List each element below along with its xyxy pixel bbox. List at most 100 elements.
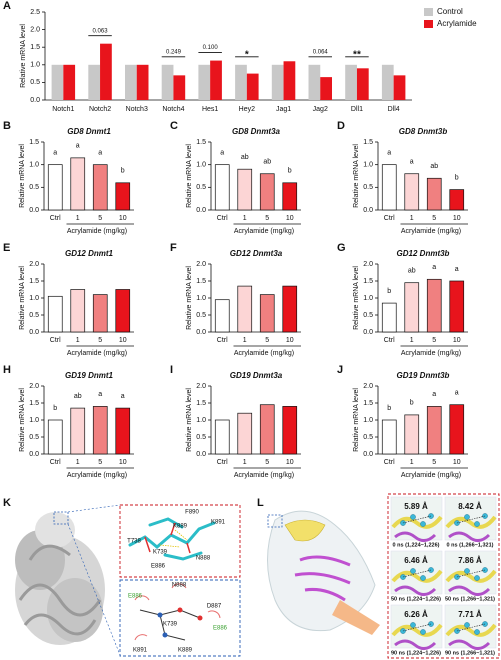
chart-title: GD8 Dnmt3a	[232, 127, 281, 136]
bar	[115, 407, 131, 455]
x-tick-label: 5	[432, 459, 436, 466]
residue-label: N888	[196, 556, 211, 562]
bar	[404, 173, 420, 211]
x-tick-label: 10	[119, 459, 127, 466]
panel-letter: K	[3, 497, 11, 509]
x-tick-label: 5	[432, 215, 436, 222]
panel-letter: L	[257, 497, 264, 509]
y-tick-label: 0.5	[29, 434, 39, 441]
x-tick-label: 1	[76, 459, 80, 466]
y-tick-label: 0.0	[363, 207, 373, 214]
distance-label: 8.42 Å	[458, 502, 482, 511]
panel-letter: I	[170, 364, 173, 376]
panel-letter: A	[3, 0, 11, 12]
x-tick-label: 1	[410, 215, 414, 222]
chart-title: GD19 Dnmt3a	[230, 371, 283, 380]
md-ribbon	[445, 623, 497, 637]
y-tick-label: 1.5	[29, 400, 39, 407]
significance-letter: b	[121, 168, 125, 175]
bar	[47, 164, 63, 211]
bar	[237, 168, 253, 211]
x-tick-label: 10	[286, 459, 294, 466]
bar	[282, 285, 298, 333]
x-tick-label: 10	[453, 337, 461, 344]
significance-letter: b	[410, 400, 414, 407]
panel-letter: E	[3, 242, 10, 254]
y-axis-label: Relative mRNA level	[186, 144, 193, 208]
bar	[345, 64, 357, 100]
residue-label: D887	[207, 604, 222, 610]
x-tick-label: Jag1	[276, 106, 291, 113]
x-tick-label: Hes1	[202, 106, 218, 113]
panel-letter: J	[337, 364, 343, 376]
snapshot-caption: 50 ns (1,224~1,226)	[391, 596, 441, 602]
legend-label: Control	[437, 7, 463, 16]
y-tick-label: 1.5	[363, 139, 373, 146]
bar	[51, 64, 64, 100]
y-tick-label: 1.5	[196, 278, 206, 285]
bar	[381, 164, 397, 211]
y-tick-label: 0.5	[363, 434, 373, 441]
bar	[246, 73, 259, 100]
y-tick-label: 0.0	[196, 451, 206, 458]
md-helix	[394, 639, 437, 650]
bar	[100, 43, 112, 100]
significance-letter: a	[455, 266, 459, 273]
chart-title: GD12 Dnmt3b	[397, 249, 450, 258]
bar	[259, 173, 275, 211]
y-tick-label: 2.0	[196, 383, 206, 390]
bar	[282, 182, 298, 211]
legend-swatch	[424, 20, 433, 28]
y-tick-label: 1.0	[363, 295, 373, 302]
snapshot-caption: 50 ns (1,266~1,321)	[445, 596, 495, 602]
x-tick-label: Ctrl	[217, 459, 228, 466]
x-tick-label: Ctrl	[217, 337, 228, 344]
y-tick-label: 1.0	[30, 62, 40, 69]
residue-label: E886	[128, 594, 143, 600]
snapshot-caption: 0 ns (1,224~1,226)	[393, 542, 440, 548]
atom	[474, 521, 480, 527]
x-tick-label: 1	[243, 215, 247, 222]
bar	[282, 406, 298, 455]
bar	[173, 75, 186, 100]
bar	[271, 64, 284, 100]
md-ribbon	[445, 515, 497, 529]
bar	[393, 75, 406, 100]
md-ribbon	[391, 623, 443, 637]
chart-title: GD19 Dnmt3b	[397, 371, 450, 380]
y-axis-label: Relative mRNA level	[353, 388, 360, 452]
md-helix	[448, 639, 491, 650]
bar	[237, 412, 253, 455]
significance-letter: b	[288, 168, 292, 175]
y-tick-label: 2.0	[29, 261, 39, 268]
y-tick-label: 0.5	[196, 184, 206, 191]
y-tick-label: 1.5	[29, 139, 39, 146]
y-tick-label: 2.0	[30, 26, 40, 33]
y-tick-label: 1.5	[30, 44, 40, 51]
bar	[235, 64, 247, 100]
bar	[47, 419, 63, 455]
bar	[210, 60, 222, 100]
atom	[410, 568, 416, 574]
atom	[464, 514, 470, 520]
y-axis-label: Relative mRNA level	[186, 266, 193, 330]
bar	[381, 419, 397, 455]
chart-title: GD12 Dnmt3a	[230, 249, 283, 258]
y-tick-label: 0.0	[196, 207, 206, 214]
bar	[426, 278, 442, 333]
significance-letter: b	[387, 405, 391, 412]
bar	[426, 406, 442, 455]
residue-label: K889	[173, 524, 188, 530]
x-tick-label: 5	[265, 337, 269, 344]
bar	[115, 289, 131, 333]
bar	[47, 295, 63, 333]
bar	[88, 64, 101, 100]
bar	[426, 177, 442, 211]
annotation: *	[245, 49, 249, 60]
x-axis-label: Acrylamide (mg/kg)	[67, 472, 127, 479]
y-tick-label: 0.0	[196, 329, 206, 336]
panel-letter: C	[170, 120, 178, 132]
bar	[237, 285, 253, 333]
protein-structure-k	[15, 504, 121, 656]
residue-label: K891	[133, 648, 148, 654]
